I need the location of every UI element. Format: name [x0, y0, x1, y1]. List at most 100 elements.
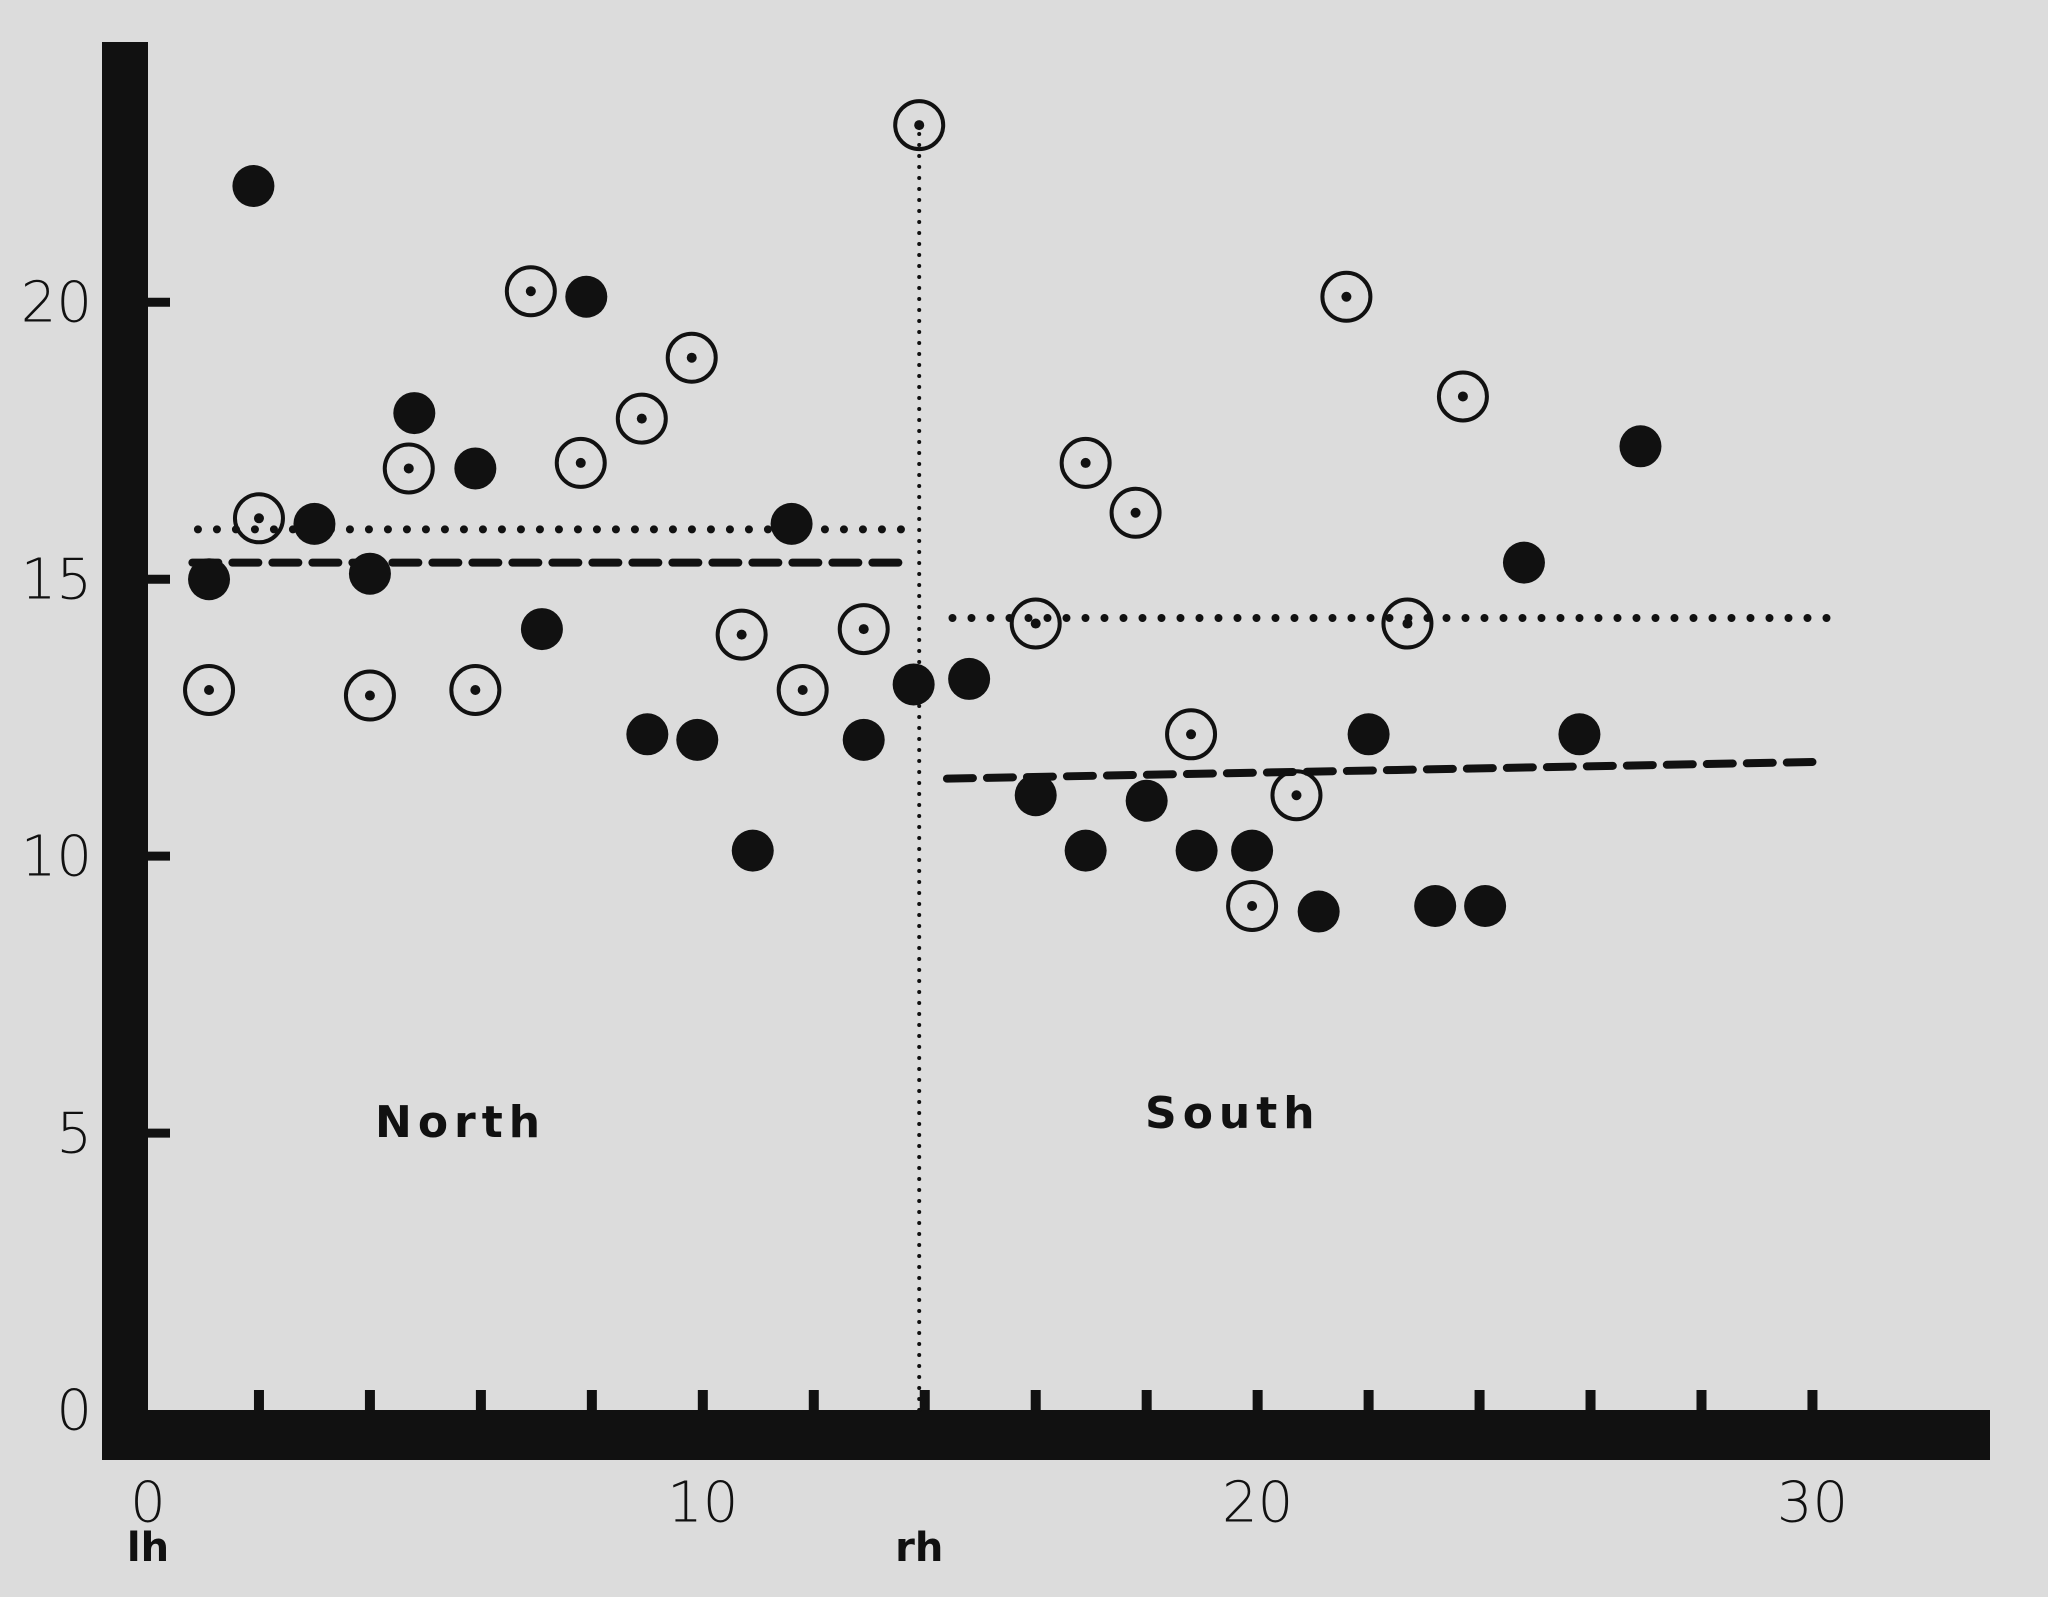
marker-part	[837, 603, 890, 656]
marker-part	[449, 664, 502, 716]
marker-part	[1457, 391, 1468, 402]
point	[892, 663, 935, 706]
y-tick-label: 15	[21, 547, 92, 612]
reference-line	[942, 758, 1817, 783]
region-label: North	[375, 1097, 546, 1148]
marker-part	[1165, 708, 1218, 761]
marker-part	[470, 685, 481, 695]
point	[1347, 713, 1390, 756]
point	[183, 664, 236, 716]
point	[770, 502, 813, 545]
marker-part	[403, 463, 414, 474]
axis-label: rh	[895, 1525, 943, 1571]
point	[1231, 829, 1274, 872]
point	[626, 713, 669, 756]
point	[454, 447, 497, 490]
point	[232, 492, 285, 545]
marker-part	[665, 331, 718, 384]
point	[504, 265, 557, 318]
point	[893, 99, 946, 152]
marker-part	[1109, 486, 1162, 539]
marker-part	[1436, 370, 1489, 423]
marker-part	[797, 685, 808, 695]
marker-part	[776, 664, 829, 716]
point	[393, 392, 436, 435]
marker-part	[1402, 618, 1413, 629]
y-tick-label: 5	[56, 1101, 92, 1166]
marker-part	[1270, 769, 1323, 822]
point	[1436, 370, 1489, 423]
point	[293, 502, 336, 545]
point	[715, 608, 768, 661]
x-axis	[102, 1410, 1990, 1460]
x-tick-label: 0	[130, 1470, 166, 1535]
point	[1502, 541, 1545, 584]
point	[676, 718, 719, 761]
marker-part	[914, 120, 925, 131]
point	[665, 331, 718, 384]
y-axis	[102, 42, 148, 1460]
point	[1125, 779, 1168, 822]
point	[1014, 774, 1057, 817]
point	[1226, 880, 1279, 932]
marker-part	[1130, 507, 1141, 518]
x-tick-label: 20	[1222, 1470, 1293, 1535]
point	[449, 664, 502, 716]
y-tick-label: 10	[21, 824, 92, 889]
point	[948, 657, 991, 700]
marker-part	[715, 608, 768, 661]
point	[731, 829, 774, 872]
marker-part	[858, 624, 869, 635]
point	[776, 664, 829, 716]
axis-label: lh	[127, 1525, 169, 1571]
point	[1414, 885, 1457, 927]
point	[382, 442, 435, 495]
marker-part	[1381, 597, 1434, 650]
marker-part	[615, 392, 668, 445]
marker-part	[1059, 436, 1112, 489]
point	[348, 552, 391, 595]
marker-part	[736, 629, 747, 640]
marker-part	[204, 685, 215, 695]
marker-part	[382, 442, 435, 495]
marker-part	[575, 457, 586, 468]
x-tick-label: 10	[667, 1470, 738, 1535]
marker-part	[893, 99, 946, 152]
marker-part	[1030, 618, 1041, 629]
marker-part	[1247, 901, 1258, 911]
marker-part	[636, 413, 647, 424]
point	[554, 436, 607, 489]
point	[1558, 713, 1601, 756]
x-tick-label: 30	[1777, 1470, 1848, 1535]
point	[1381, 597, 1434, 650]
marker-part	[1226, 880, 1279, 932]
point	[1297, 890, 1340, 933]
point	[1320, 270, 1373, 323]
point	[188, 558, 231, 601]
marker-part	[364, 690, 375, 701]
point	[837, 603, 890, 656]
marker-part	[343, 669, 396, 722]
marker-part	[1291, 790, 1302, 801]
marker-part	[504, 265, 557, 318]
point	[1165, 708, 1218, 761]
point	[1109, 486, 1162, 539]
marker-part	[1341, 291, 1352, 302]
point	[1464, 885, 1507, 927]
point	[1059, 436, 1112, 489]
region-label: South	[1145, 1088, 1321, 1139]
point	[1270, 769, 1323, 822]
point	[232, 165, 275, 207]
point	[615, 392, 668, 445]
y-tick-label: 0	[56, 1378, 92, 1443]
point	[343, 669, 396, 722]
marker-part	[253, 513, 264, 524]
point	[520, 608, 563, 651]
marker-part	[1080, 457, 1091, 468]
point	[1175, 829, 1218, 872]
marker-part	[232, 492, 285, 545]
marker-part	[1320, 270, 1373, 323]
point	[1009, 597, 1062, 650]
point	[1064, 829, 1107, 872]
